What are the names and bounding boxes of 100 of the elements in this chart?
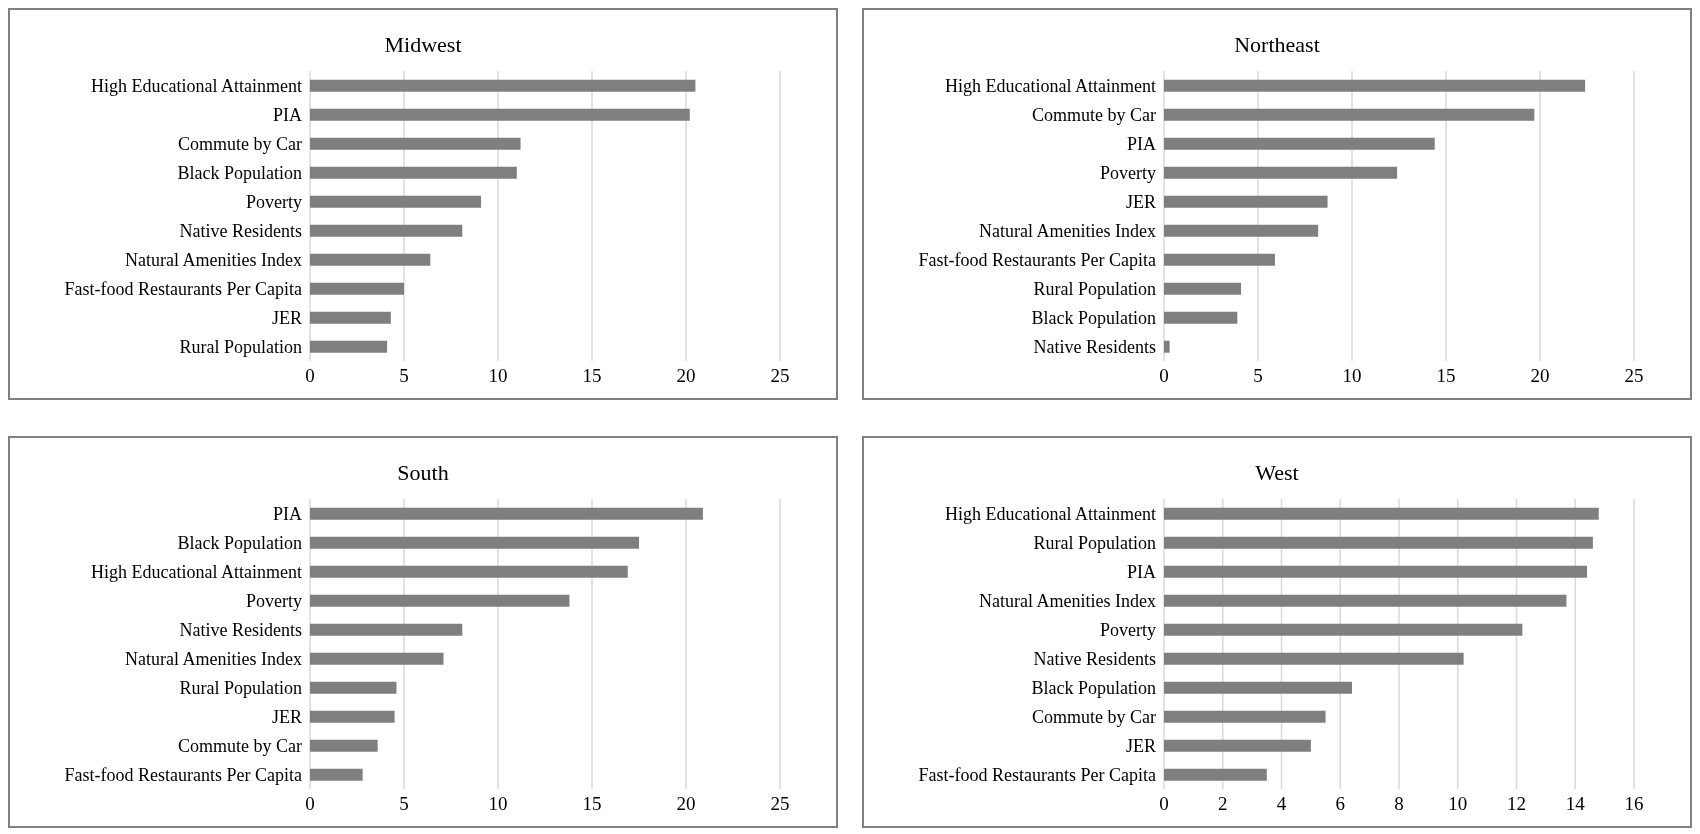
x-tick-label: 20	[676, 793, 696, 815]
y-tick-label: PIA	[1126, 133, 1156, 154]
bar	[1164, 507, 1599, 520]
y-tick-label: Commute by Car	[178, 133, 302, 154]
y-tick-label: Poverty	[1100, 619, 1156, 640]
y-tick-label: Black Population	[177, 532, 302, 553]
x-tick-label: 8	[1394, 793, 1404, 815]
y-tick-label: Poverty	[1100, 162, 1156, 183]
y-tick-label: JER	[271, 307, 302, 328]
y-tick-label: Black Population	[1031, 677, 1156, 698]
y-tick-label: Rural Population	[1033, 532, 1156, 553]
y-tick-label: Native Residents	[179, 619, 302, 640]
bar	[310, 79, 696, 92]
x-tick-label: 10	[488, 793, 508, 815]
x-tick-label: 12	[1507, 793, 1526, 815]
bar	[1164, 594, 1567, 607]
y-tick-label: High Educational Attainment	[91, 561, 302, 582]
x-tick-label: 20	[676, 365, 696, 387]
bar	[310, 710, 395, 723]
bar	[1164, 195, 1328, 208]
bar	[1164, 166, 1398, 179]
bar	[1164, 681, 1352, 694]
y-tick-label: Rural Population	[1033, 278, 1156, 299]
bar	[1164, 739, 1311, 752]
bar	[1164, 253, 1275, 266]
x-tick-label: 10	[488, 365, 508, 387]
y-tick-label: Commute by Car	[1032, 706, 1156, 727]
bar	[1164, 652, 1464, 665]
x-tick-label: 4	[1276, 793, 1287, 815]
y-tick-label: Fast-food Restaurants Per Capita	[918, 764, 1156, 785]
x-tick-label: 0	[305, 365, 315, 387]
y-tick-label: Commute by Car	[1032, 104, 1156, 125]
bar	[1164, 536, 1593, 549]
x-tick-label: 20	[1530, 365, 1550, 387]
bar	[310, 340, 388, 353]
bar	[1164, 623, 1523, 636]
x-tick-label: 14	[1565, 793, 1586, 815]
y-tick-label: High Educational Attainment	[91, 75, 302, 96]
y-tick-label: High Educational Attainment	[945, 503, 1156, 524]
bar	[310, 768, 363, 781]
y-tick-label: Native Residents	[1033, 648, 1156, 669]
bar	[1164, 137, 1435, 150]
bar	[310, 739, 378, 752]
chart-title: West	[1254, 460, 1300, 487]
y-tick-label: High Educational Attainment	[945, 75, 1156, 96]
bar	[310, 594, 570, 607]
y-tick-label: Rural Population	[179, 336, 302, 357]
y-tick-label: PIA	[272, 104, 302, 125]
x-tick-label: 5	[1253, 365, 1263, 387]
y-tick-label: Commute by Car	[178, 735, 302, 756]
y-tick-label: Natural Amenities Index	[979, 220, 1156, 241]
y-tick-label: Natural Amenities Index	[125, 648, 302, 669]
y-tick-label: Native Residents	[1033, 336, 1156, 357]
bar	[1164, 311, 1238, 324]
x-tick-label: 15	[1436, 365, 1456, 387]
bar	[310, 652, 444, 665]
x-tick-label: 5	[399, 365, 409, 387]
x-tick-label: 6	[1335, 793, 1345, 815]
bar	[310, 253, 431, 266]
y-tick-label: Black Population	[177, 162, 302, 183]
y-tick-label: PIA	[272, 503, 302, 524]
y-tick-label: Fast-food Restaurants Per Capita	[918, 249, 1156, 270]
y-tick-label: Poverty	[246, 590, 302, 611]
y-tick-label: Poverty	[246, 191, 302, 212]
y-tick-label: Fast-food Restaurants Per Capita	[64, 278, 302, 299]
x-tick-label: 10	[1448, 793, 1468, 815]
y-tick-label: JER	[1125, 191, 1156, 212]
bar	[310, 224, 463, 237]
bar	[310, 108, 690, 121]
bar	[1164, 79, 1586, 92]
bar	[1164, 340, 1170, 353]
x-tick-label: 5	[399, 793, 409, 815]
x-tick-label: 0	[1159, 793, 1169, 815]
x-tick-label: 25	[770, 793, 790, 815]
bar	[310, 282, 404, 295]
bar	[310, 195, 482, 208]
bar	[1164, 565, 1587, 578]
x-tick-label: 25	[1624, 365, 1644, 387]
y-tick-label: JER	[1125, 735, 1156, 756]
bar	[1164, 282, 1242, 295]
bar	[1164, 108, 1535, 121]
y-tick-label: Natural Amenities Index	[979, 590, 1156, 611]
y-tick-label: PIA	[1126, 561, 1156, 582]
bar	[310, 536, 639, 549]
bar	[1164, 768, 1267, 781]
x-tick-label: 15	[582, 365, 602, 387]
y-tick-label: Natural Amenities Index	[125, 249, 302, 270]
x-tick-label: 15	[582, 793, 602, 815]
chart-title: Northeast	[1233, 32, 1321, 59]
bar	[1164, 710, 1326, 723]
chart-title: Midwest	[383, 32, 463, 59]
bar	[310, 137, 521, 150]
x-tick-label: 2	[1218, 793, 1228, 815]
x-tick-label: 25	[770, 365, 790, 387]
chart-title: South	[396, 460, 450, 487]
x-tick-label: 0	[1159, 365, 1169, 387]
bar	[310, 507, 703, 520]
y-tick-label: Native Residents	[179, 220, 302, 241]
x-tick-label: 0	[305, 793, 315, 815]
bar	[310, 565, 628, 578]
